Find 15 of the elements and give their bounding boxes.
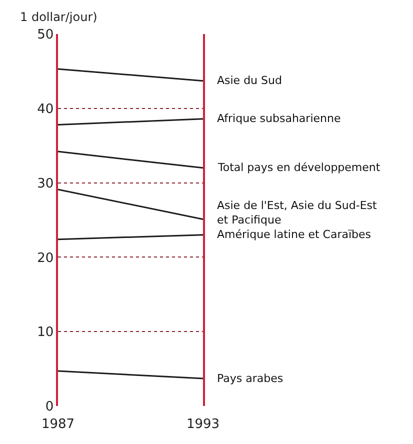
y-tick-label: 20 [37,250,54,266]
y-tick-label: 50 [37,28,54,43]
series-label: Asie du Sud [217,74,282,87]
y-tick-label: 0 [45,400,54,415]
y-tick-label: 30 [37,176,54,192]
series-label: Afrique subsaharienne [217,112,341,125]
y-tick-label: 40 [37,102,54,117]
series-label: Asie de l'Est, Asie du Sud-Est et Pacifique [217,199,378,226]
x-tick-label: 1987 [41,417,75,432]
series-label: Amérique latine et Caraïbes [217,228,372,241]
y-axis-title: 1 dollar/jour) [20,10,98,24]
x-tick-label: 1993 [186,417,220,432]
series-label: Pays arabes [217,372,284,385]
series-label: Total pays en développement [217,161,381,174]
y-tick-label: 10 [37,325,54,340]
